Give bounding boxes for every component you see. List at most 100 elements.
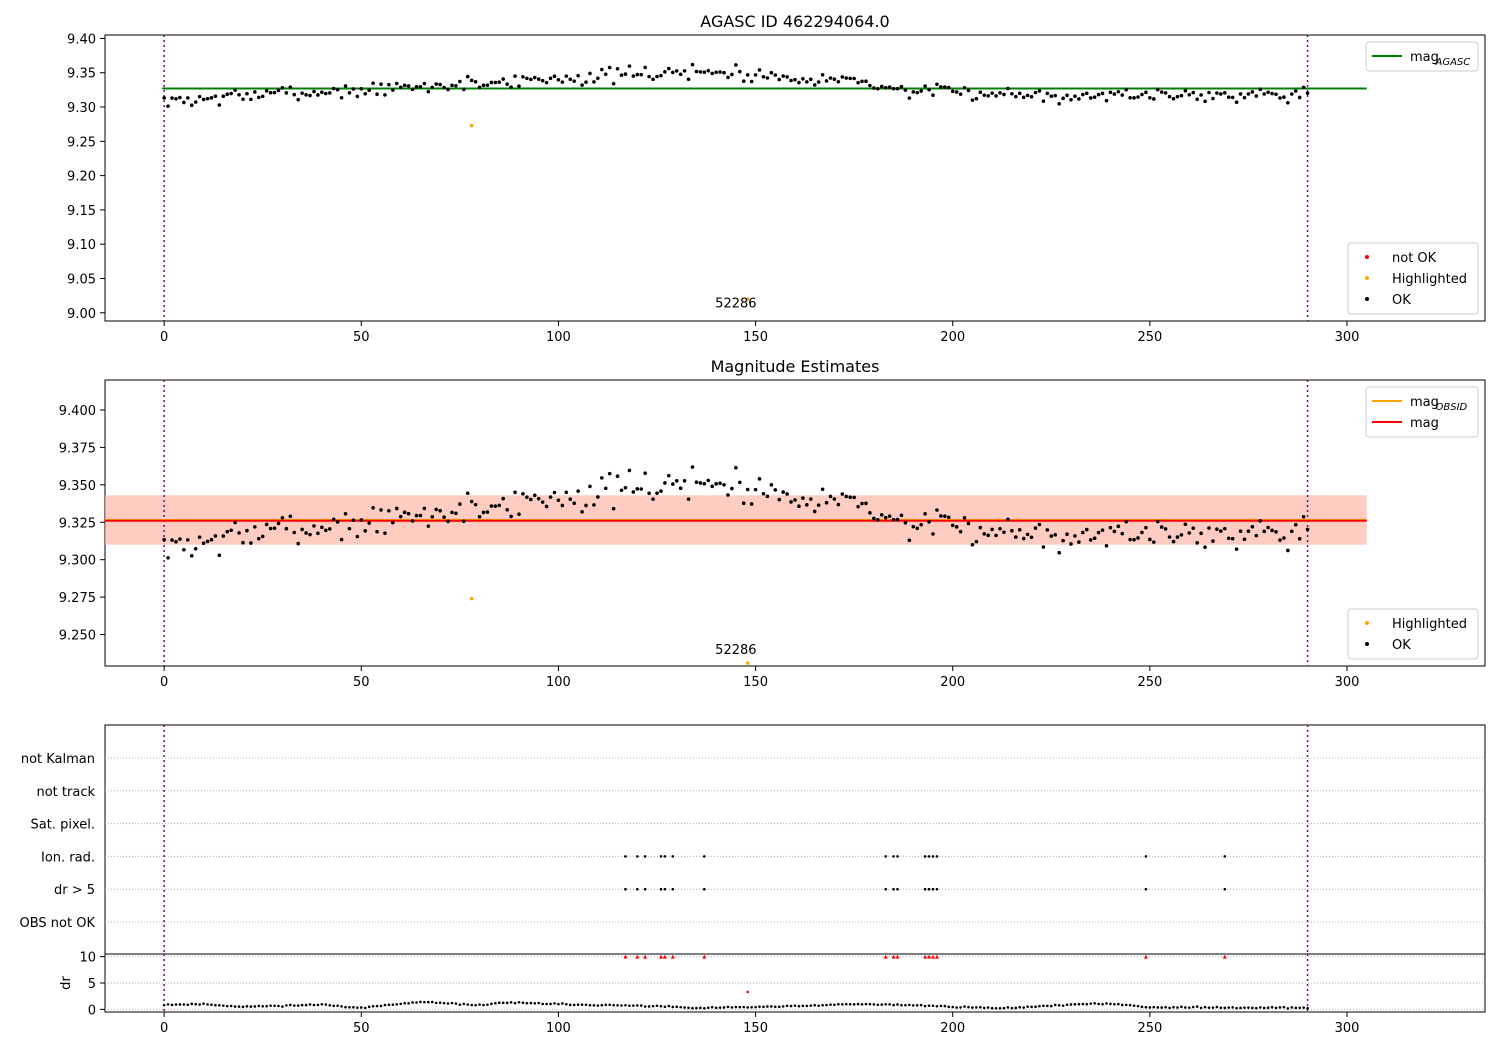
panel-flags: not Kalman not track Sat. pixel. Ion. rad. d… (20, 724, 1486, 955)
dr-point (312, 1003, 316, 1007)
legend-point-swatch (1365, 642, 1369, 646)
dr-clipped-marker (643, 954, 648, 959)
ok-point (1246, 529, 1251, 534)
ok-point (962, 516, 967, 520)
dr-point (860, 1003, 864, 1006)
dr-point (754, 1005, 757, 1009)
ok-point (998, 526, 1002, 531)
ok-point (966, 521, 971, 526)
flag-category-label: Ion. rad. (41, 850, 95, 865)
dr-clipped-marker (895, 954, 900, 959)
ok-point (465, 491, 470, 496)
y-tick-label: 9.30 (67, 101, 96, 116)
ok-point (631, 490, 636, 494)
dr-point (225, 1004, 229, 1008)
ok-point (872, 516, 876, 521)
ok-point (690, 465, 695, 469)
ok-point (1219, 92, 1223, 96)
ok-point (560, 80, 565, 84)
ok-point (241, 540, 245, 545)
ok-point (260, 534, 265, 539)
ok-point (1215, 91, 1219, 95)
ok-point (611, 81, 616, 86)
ok-point (284, 526, 289, 531)
dr-point (1113, 1002, 1116, 1006)
flag-point (1223, 855, 1227, 858)
ok-point (765, 76, 770, 80)
ok-point (387, 82, 391, 87)
ok-point (777, 497, 782, 502)
dr-point (762, 1005, 765, 1009)
ok-point (1171, 539, 1176, 544)
ok-point (394, 81, 399, 86)
dr-point (967, 1005, 970, 1009)
ok-point (233, 520, 237, 525)
dr-point (624, 1004, 627, 1007)
ok-point (785, 492, 789, 496)
ok-point (1305, 527, 1310, 532)
dr-point (174, 1003, 178, 1006)
ok-point (1073, 94, 1077, 98)
ok-point (1297, 95, 1302, 100)
ok-point (458, 502, 462, 506)
dr-point (841, 1003, 844, 1006)
dr-point (379, 1004, 383, 1008)
dr-point (856, 1002, 860, 1006)
ok-point (462, 87, 466, 92)
dr-point (718, 1006, 722, 1009)
ok-point (485, 83, 490, 87)
ok-point (426, 524, 431, 528)
ok-point (1029, 94, 1034, 99)
ok-point (489, 504, 494, 508)
ok-point (923, 84, 927, 88)
dr-point (1164, 1005, 1167, 1009)
ok-point (1065, 93, 1069, 98)
ok-point (1116, 89, 1121, 94)
ok-point (702, 481, 707, 486)
x-tick-label: 150 (743, 330, 768, 345)
ok-point (505, 82, 509, 86)
ok-point (670, 482, 675, 486)
dr-point (1290, 1006, 1294, 1009)
ok-point (458, 79, 462, 84)
ok-point (698, 70, 703, 74)
ok-point (1084, 91, 1089, 96)
ok-point (1002, 530, 1006, 535)
flag-point (659, 887, 663, 891)
dr-clipped-marker (1222, 954, 1227, 959)
dr-point (742, 1005, 746, 1009)
ok-point (876, 518, 880, 522)
dr-point (888, 1003, 891, 1006)
ok-point (264, 522, 269, 527)
ok-point (1258, 87, 1263, 92)
ok-point (734, 63, 738, 67)
flag-point (659, 855, 663, 858)
ok-point (1266, 525, 1270, 530)
ok-point (521, 491, 525, 496)
ok-point (481, 83, 486, 88)
ok-point (706, 478, 711, 483)
ok-point (509, 514, 513, 519)
ok-point (324, 528, 328, 533)
ok-point (812, 83, 817, 87)
ok-point (1179, 93, 1184, 98)
dr-point (1266, 1006, 1270, 1010)
ok-point (343, 84, 348, 88)
dr-clipped-marker (623, 954, 628, 959)
ok-point (844, 76, 849, 80)
ok-point (1045, 528, 1050, 532)
ok-point (745, 73, 750, 77)
dr-point (237, 1005, 241, 1008)
dr-point (1243, 1006, 1246, 1009)
ok-point (690, 62, 695, 67)
ok-point (280, 86, 285, 90)
ok-point (651, 77, 655, 82)
dr-point (1187, 1006, 1191, 1009)
ok-point (946, 85, 951, 90)
dr-point (655, 1004, 659, 1008)
ok-point (1124, 519, 1128, 524)
plot-frame (104, 34, 1486, 322)
ok-point (836, 502, 841, 507)
ok-point (1061, 96, 1065, 101)
